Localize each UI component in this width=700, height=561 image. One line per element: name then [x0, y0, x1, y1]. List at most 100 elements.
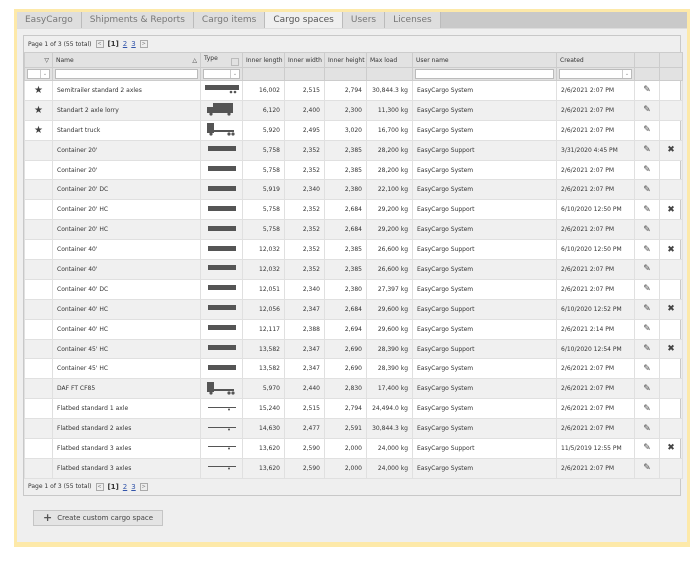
edit-cell[interactable]: ✎	[634, 418, 660, 440]
table-row[interactable]: Container 20' HC 5,758 2,352 2,684 29,200 kg…	[24, 219, 683, 241]
edit-cell[interactable]: ✎	[634, 298, 660, 320]
delete-cell[interactable]: ✖	[659, 298, 683, 320]
edit-cell[interactable]: ✎	[634, 398, 660, 420]
pager-page-3[interactable]: 3	[131, 482, 136, 491]
delete-cell[interactable]: ✖	[659, 199, 683, 221]
table-row[interactable]: Container 40' DC 12,051 2,340 2,380 27,397 k…	[24, 278, 683, 300]
close-icon[interactable]: ✖	[667, 145, 675, 156]
close-icon[interactable]: ✖	[667, 244, 675, 255]
edit-cell[interactable]: ✎	[634, 119, 660, 141]
table-row[interactable]: Flatbed standard 1 axle 15,240 2,515 2,794 2…	[24, 398, 683, 420]
favorite-cell[interactable]	[24, 219, 53, 241]
edit-cell[interactable]: ✎	[634, 318, 660, 340]
delete-cell[interactable]: ✖	[659, 438, 683, 459]
name-filter[interactable]	[52, 67, 201, 81]
table-row[interactable]: ★ Semitrailer standard 2 axles 16,002 2,515…	[24, 80, 683, 101]
delete-cell[interactable]: ✖	[659, 338, 683, 360]
favorite-cell[interactable]	[24, 338, 53, 360]
favorite-cell[interactable]	[24, 179, 53, 201]
pencil-icon[interactable]: ✎	[643, 145, 651, 156]
table-row[interactable]: Container 40' HC 12,117 2,388 2,694 29,600 k…	[24, 318, 683, 340]
create-custom-cargo-space-button[interactable]: + Create custom cargo space	[33, 509, 164, 526]
pencil-icon[interactable]: ✎	[643, 264, 651, 275]
favorite-cell[interactable]	[24, 199, 53, 221]
edit-cell[interactable]: ✎	[634, 457, 660, 479]
table-row[interactable]: Container 40' HC 12,056 2,347 2,684 29,600 k…	[24, 298, 683, 320]
pencil-icon[interactable]: ✎	[643, 443, 651, 454]
favorite-sort-header[interactable]: ▽	[24, 52, 53, 68]
edit-cell[interactable]: ✎	[634, 278, 660, 300]
edit-cell[interactable]: ✎	[634, 179, 660, 201]
pencil-icon[interactable]: ✎	[643, 244, 651, 255]
table-row[interactable]: Container 20' 5,758 2,352 2,385 28,200 kg Eas…	[24, 159, 683, 181]
pencil-icon[interactable]: ✎	[643, 204, 651, 215]
favorite-cell[interactable]	[24, 418, 53, 440]
created-filter[interactable]: ⌄	[556, 67, 635, 81]
edit-cell[interactable]: ✎	[634, 438, 660, 459]
edit-cell[interactable]: ✎	[634, 199, 660, 221]
pager-next-button[interactable]: >	[139, 40, 148, 48]
pager-prev-button[interactable]: <	[95, 482, 104, 491]
pencil-icon[interactable]: ✎	[643, 363, 651, 374]
pencil-icon[interactable]: ✎	[643, 403, 651, 414]
delete-cell[interactable]: ✖	[659, 139, 683, 161]
tab-users[interactable]: Users	[342, 12, 386, 28]
favorite-cell[interactable]	[24, 278, 53, 300]
pencil-icon[interactable]: ✎	[643, 105, 651, 116]
pager-prev-button[interactable]: <	[95, 40, 104, 48]
table-row[interactable]: ★ Standart 2 axle lorry 6,120 2,400 2,300 11,…	[24, 99, 683, 121]
table-row[interactable]: Container 20' DC 5,919 2,340 2,380 22,100 kg…	[24, 179, 683, 201]
pencil-icon[interactable]: ✎	[643, 383, 651, 394]
star-icon[interactable]: ★	[34, 84, 43, 96]
table-row[interactable]: Container 20' 5,758 2,352 2,385 28,200 kg Eas…	[24, 139, 683, 161]
pencil-icon[interactable]: ✎	[643, 304, 651, 315]
chevron-down-icon[interactable]: ⌄	[230, 70, 239, 78]
chevron-down-icon[interactable]: ⌄	[40, 70, 49, 78]
edit-cell[interactable]: ✎	[634, 139, 660, 161]
favorite-cell[interactable]	[24, 358, 53, 380]
favorite-cell[interactable]	[24, 438, 53, 459]
column-header-max-load[interactable]: Max load	[366, 52, 413, 68]
column-header-inner-length[interactable]: Inner length	[242, 52, 285, 68]
edit-cell[interactable]: ✎	[634, 219, 660, 241]
column-header-name[interactable]: Name △	[52, 52, 201, 68]
favorite-cell[interactable]: ★	[24, 99, 53, 121]
star-icon[interactable]: ★	[34, 124, 43, 136]
favorite-cell[interactable]: ★	[24, 119, 53, 141]
pager-page-3[interactable]: 3	[131, 40, 136, 48]
edit-cell[interactable]: ✎	[634, 99, 660, 121]
edit-cell[interactable]: ✎	[634, 80, 660, 101]
pencil-icon[interactable]: ✎	[643, 165, 651, 175]
pencil-icon[interactable]: ✎	[643, 463, 651, 474]
pencil-icon[interactable]: ✎	[643, 324, 651, 335]
column-header-user-name[interactable]: User name	[412, 52, 557, 68]
favorite-cell[interactable]	[24, 139, 53, 161]
pencil-icon[interactable]: ✎	[643, 125, 651, 136]
favorite-cell[interactable]	[24, 159, 53, 181]
column-header-inner-width[interactable]: Inner width	[284, 52, 325, 68]
favorite-cell[interactable]	[24, 318, 53, 340]
favorite-cell[interactable]	[24, 298, 53, 320]
pencil-icon[interactable]: ✎	[643, 344, 651, 355]
table-row[interactable]: DAF FT CF85 5,970 2,440 2,830 17,400 kg EasyC…	[24, 378, 683, 400]
favorite-cell[interactable]	[24, 378, 53, 400]
star-icon[interactable]: ★	[34, 104, 43, 116]
close-icon[interactable]: ✖	[667, 304, 675, 315]
column-header-inner-height[interactable]: Inner height	[324, 52, 367, 68]
favorite-cell[interactable]: ★	[24, 80, 53, 101]
favorite-cell[interactable]	[24, 398, 53, 420]
user-name-filter[interactable]	[412, 67, 557, 81]
delete-cell[interactable]: ✖	[659, 239, 683, 261]
chevron-down-icon[interactable]: ⌄	[622, 70, 631, 78]
pencil-icon[interactable]: ✎	[643, 184, 651, 195]
favorite-cell[interactable]	[24, 457, 53, 479]
edit-cell[interactable]: ✎	[634, 239, 660, 261]
table-row[interactable]: Flatbed standard 2 axles 14,630 2,477 2,591…	[24, 418, 683, 440]
tab-licenses[interactable]: Licenses	[385, 12, 441, 28]
close-icon[interactable]: ✖	[667, 344, 675, 355]
table-row[interactable]: ★ Standart truck 5,920 2,495 3,020 16,700 kg E…	[24, 119, 683, 141]
type-filter-menu-icon[interactable]	[231, 57, 239, 66]
favorite-cell[interactable]	[24, 259, 53, 280]
pencil-icon[interactable]: ✎	[643, 423, 651, 434]
table-row[interactable]: Container 20' HC 5,758 2,352 2,684 29,200 kg…	[24, 199, 683, 221]
